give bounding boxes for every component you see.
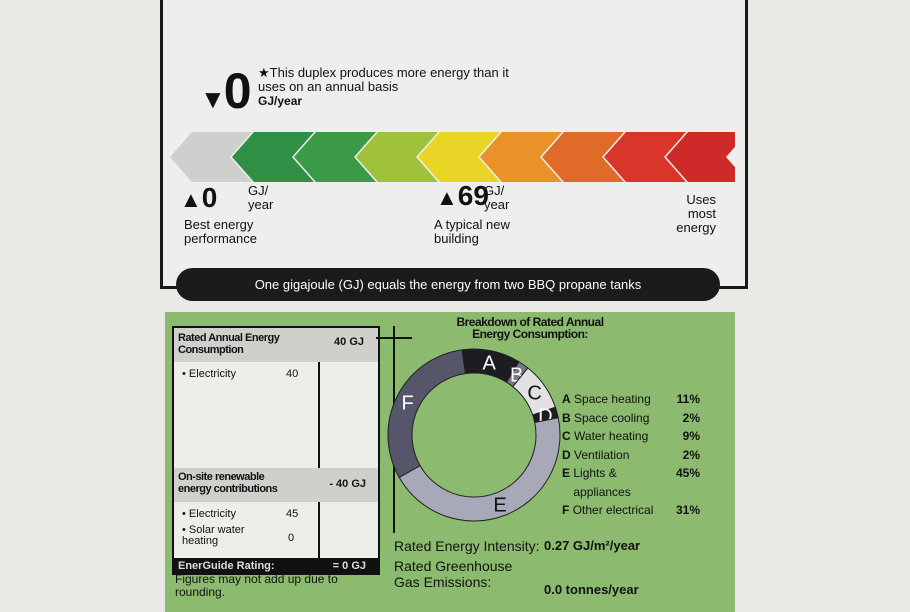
scale-chevron: [356, 132, 438, 182]
typical-marker: ▲69 GJ/ year: [436, 180, 509, 212]
scale-chevron: [666, 132, 735, 182]
energuide-rating-value: ▼0: [200, 63, 252, 119]
typical-label: A typical new building: [434, 217, 510, 246]
up-arrow-icon: ▲: [436, 185, 458, 210]
renewable-title: On-site renewable energy contributions: [178, 471, 278, 495]
typical-unit: GJ/ year: [484, 183, 510, 212]
legend-pct: 2%: [682, 410, 700, 425]
best-marker: ▲0 GJ/ year: [180, 182, 273, 214]
gigajoule-note-bar: One gigajoule (GJ) equals the energy fro…: [176, 268, 720, 301]
legend-label: Water heating: [574, 429, 649, 443]
renewable-item: • Electricity: [182, 508, 236, 520]
legend-pct: 9%: [682, 429, 700, 443]
item-label: Electricity: [188, 508, 236, 520]
scale-chevron: [170, 132, 252, 182]
worst-label: Uses most energy: [676, 192, 716, 235]
legend-pct: 31%: [675, 503, 700, 517]
legend-letter: B: [562, 410, 571, 425]
breakdown-legend: A Space heating 11% B Space cooling 2% C Wat…: [562, 390, 700, 520]
legend-item: D Ventilation 2%: [562, 446, 700, 465]
consumption-item: • Electricity: [182, 368, 236, 380]
legend-letter: F: [562, 503, 570, 517]
totals-column: [318, 328, 378, 573]
legend-item: A Space heating 11%: [562, 390, 700, 409]
legend-letter: C: [562, 429, 571, 443]
legend-item: E Lights & appliances 45%: [562, 464, 700, 501]
energy-table: Rated Annual Energy Consumption 40 GJ • …: [172, 326, 380, 575]
typical-value: 69: [457, 180, 489, 211]
item-label: Solar water heating: [182, 524, 245, 547]
emissions-label: Rated Greenhouse Gas Emissions:: [394, 558, 513, 590]
scale-chevron: [542, 132, 624, 182]
legend-label: Ventilation: [574, 447, 630, 462]
energuide-rating-total: = 0 GJ: [332, 560, 366, 572]
legend-item: F Other electrical 31%: [562, 501, 700, 520]
renewable-total: - 40 GJ: [329, 478, 366, 490]
legend-pct: 11%: [676, 392, 700, 406]
best-value: 0: [201, 182, 218, 213]
scale-chevron: [480, 132, 562, 182]
legend-label: Lights & appliances: [573, 466, 631, 499]
consumption-header-bg: [174, 328, 378, 362]
emissions-value: 0.0 tonnes/year: [544, 582, 639, 597]
rating-unit: GJ/year: [258, 94, 303, 108]
legend-label: Space heating: [574, 392, 651, 406]
item-value: 40: [286, 368, 299, 380]
up-arrow-icon: ▲: [180, 187, 202, 212]
legend-item: B Space cooling 2%: [562, 409, 700, 428]
down-arrow-icon: ▼: [200, 84, 226, 114]
legend-label: Other electrical: [572, 503, 654, 517]
rounding-footnote: Figures may not add up due to rounding.: [175, 572, 338, 599]
legend-label: Space cooling: [574, 410, 650, 425]
donut-segment-e: [398, 417, 561, 522]
item-label: Electricity: [188, 368, 236, 380]
renewable-header-bg: [174, 468, 378, 502]
donut-segment-f: [387, 349, 466, 479]
renewable-item: • Solar water heating: [182, 524, 245, 547]
intensity-value: 0.27 GJ/m²/year: [544, 538, 641, 553]
energuide-rating-label: EnerGuide Rating:: [178, 560, 275, 572]
intensity-label: Rated Energy Intensity:: [394, 538, 540, 554]
donut-label: A: [482, 353, 496, 375]
item-value: 0: [288, 532, 295, 544]
item-value: 45: [286, 508, 299, 520]
consumption-total: 40 GJ: [334, 336, 364, 348]
legend-item: C Water heating 9%: [562, 427, 700, 446]
scale-chevron: [604, 132, 686, 182]
donut-label: C: [527, 383, 541, 405]
scale-chevron: [294, 132, 376, 182]
scale-chevron: [232, 132, 314, 182]
rating-note: ★This duplex produces more energy than i…: [258, 65, 538, 109]
legend-pct: 2%: [682, 447, 700, 462]
legend-letter: D: [562, 447, 571, 462]
note-text: This duplex produces more energy than it…: [258, 65, 509, 94]
intensity-emissions: Rated Energy Intensity: 0.27 GJ/m²/year …: [394, 538, 640, 597]
donut-label: F: [401, 392, 413, 414]
legend-pct: 45%: [675, 466, 700, 480]
scale-chevron: [418, 132, 500, 182]
energy-scale: [170, 132, 735, 182]
breakdown-title: Breakdown of Rated Annual Energy Consump…: [456, 315, 604, 341]
star-icon: ★: [258, 65, 270, 80]
donut-label: E: [493, 494, 506, 516]
consumption-title: Rated Annual Energy Consumption: [178, 332, 280, 356]
legend-letter: E: [562, 466, 571, 480]
best-label: Best energy performance: [184, 217, 257, 246]
legend-letter: A: [562, 392, 571, 406]
best-unit: GJ/ year: [248, 183, 274, 212]
